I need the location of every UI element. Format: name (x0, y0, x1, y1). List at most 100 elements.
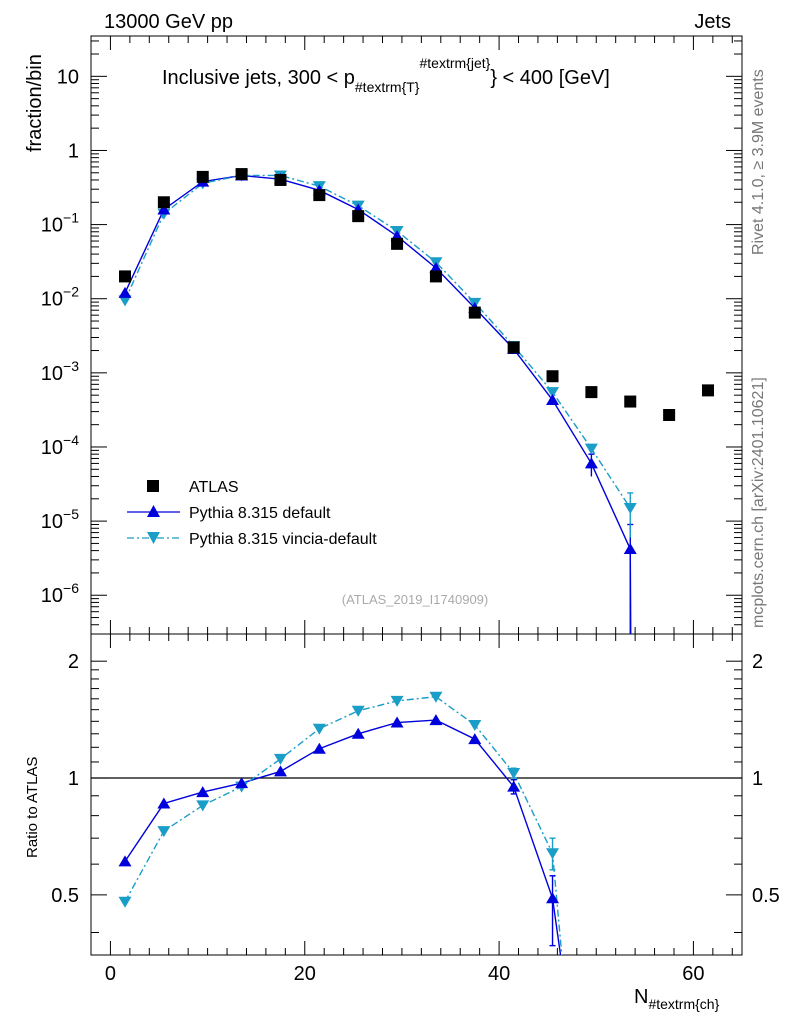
legend-default-label: Pythia 8.315 default (189, 505, 331, 522)
plot-title: Inclusive jets, 300 < p#textrm{T} #textrm… (162, 55, 610, 95)
data-point-pythia-vincia (584, 443, 598, 455)
plot-title-main: Inclusive jets, 300 < p (162, 67, 355, 89)
y-tick-label-ratio-right: 1 (752, 768, 763, 790)
ratio-point-pythia-default (312, 742, 326, 754)
plot-title-sup: #textrm{jet} (419, 55, 490, 71)
data-point-pythia-default (429, 261, 443, 273)
data-point-pythia-vincia (118, 295, 132, 307)
plot-title-tail: } < 400 [GeV] (490, 67, 610, 89)
legend-default-marker (147, 505, 160, 517)
legend: ATLAS Pythia 8.315 default Pythia 8.315 … (127, 479, 377, 548)
data-point-pythia-default (584, 457, 598, 469)
ratio-point-pythia-vincia (273, 753, 287, 765)
y-tick-label-main: 10 (57, 66, 79, 88)
ratio-panel-frame (90, 633, 743, 956)
y-tick-label-exponent: −4 (63, 432, 79, 448)
ratio-point-pythia-default (118, 855, 132, 867)
data-point-pythia-default (118, 286, 132, 298)
y-tick-label-ratio-left: 2 (68, 651, 79, 673)
data-point-atlas (663, 409, 676, 422)
data-point-pythia-vincia (546, 387, 560, 399)
ratio-point-pythia-default (546, 892, 560, 904)
y-tick-label-main: 10−2 (41, 284, 79, 311)
y-tick-label-main: 10−3 (41, 358, 79, 385)
x-axis-label-sub: #textrm{ch} (648, 996, 719, 1012)
x-tick-label: 40 (488, 963, 510, 985)
y-tick-label-exponent: −3 (63, 358, 79, 374)
y-tick-label-exponent: −2 (63, 284, 79, 300)
data-point-atlas (157, 196, 170, 209)
y-tick-label-base: 10 (41, 363, 63, 385)
ratio-point-pythia-vincia (351, 705, 365, 717)
ratio-point-pythia-vincia (546, 848, 560, 860)
y-tick-label-ratio-right: 2 (752, 651, 763, 673)
y-axis-label-main: fraction/bin (24, 54, 46, 152)
y-tick-label-main: 10−4 (41, 432, 79, 459)
legend-atlas-marker (147, 480, 159, 492)
header-energy: 13000 GeV pp (104, 11, 233, 33)
data-point-atlas (391, 237, 404, 250)
ratio-point-pythia-vincia (312, 723, 326, 735)
analysis-tag: (ATLAS_2019_I1740909) (342, 592, 488, 607)
ratio-point-pythia-default (351, 727, 365, 739)
plot-title-sub: #textrm{T} (355, 79, 420, 95)
data-point-atlas (468, 306, 481, 319)
ratio-point-pythia-default (273, 765, 287, 777)
y-tick-label-main: 10−1 (41, 210, 79, 237)
main-plot-data (118, 168, 714, 634)
legend-atlas-label: ATLAS (189, 479, 239, 496)
data-point-pythia-default (623, 543, 637, 555)
data-point-atlas (546, 370, 559, 383)
y-tick-label-main: 10−6 (41, 580, 79, 607)
ratio-point-pythia-vincia (390, 695, 404, 707)
ratio-point-pythia-vincia (468, 719, 482, 731)
data-point-atlas (313, 189, 326, 202)
y-tick-label-ratio-left: 1 (68, 768, 79, 790)
y-tick-label-ratio-right: 0.5 (752, 885, 780, 907)
ratio-point-pythia-default (507, 780, 521, 792)
rivet-label: Rivet 4.1.0, ≥ 3.9M events (750, 69, 767, 255)
data-point-atlas (624, 395, 637, 408)
header-process: Jets (694, 11, 731, 33)
ratio-point-pythia-vincia (118, 896, 132, 908)
x-tick-label: 60 (682, 963, 704, 985)
ratio-point-pythia-default (235, 777, 249, 789)
data-point-pythia-default (546, 394, 560, 406)
data-point-atlas (196, 170, 209, 183)
y-tick-label-base: 10 (41, 289, 63, 311)
data-point-atlas (235, 168, 248, 181)
ratio-point-pythia-default (468, 733, 482, 745)
ratio-point-pythia-default (390, 716, 404, 728)
y-tick-label-main: 1 (68, 140, 79, 162)
x-tick-label: 20 (294, 963, 316, 985)
data-point-atlas (585, 386, 598, 399)
ratio-point-pythia-vincia (157, 826, 171, 838)
ratio-point-pythia-default (196, 786, 210, 798)
data-point-pythia-vincia (623, 503, 637, 515)
y-tick-label-base: 10 (41, 437, 63, 459)
y-tick-label-base: 10 (41, 215, 63, 237)
ratio-point-pythia-default (429, 714, 443, 726)
x-tick-label: 0 (105, 963, 116, 985)
y-tick-label-ratio-left: 0.5 (51, 885, 79, 907)
data-point-atlas (701, 384, 714, 397)
y-tick-label-exponent: −5 (63, 506, 79, 522)
data-point-pythia-default (157, 203, 171, 215)
data-point-atlas (352, 210, 365, 223)
x-axis-label: N#textrm{ch} (634, 986, 720, 1012)
legend-vincia-marker (147, 532, 160, 544)
ratio-point-pythia-vincia (507, 768, 521, 780)
data-point-atlas (429, 270, 442, 283)
ratio-plot-data (91, 691, 742, 955)
y-tick-label-base: 10 (41, 511, 63, 533)
ratio-point-pythia-vincia (429, 691, 443, 703)
legend-vincia-label: Pythia 8.315 vincia-default (189, 531, 377, 548)
data-point-atlas (274, 173, 287, 186)
mcplots-label: mcplots.cern.ch [arXiv:2401.10621] (750, 377, 767, 628)
ratio-line-pythia-default (124, 719, 562, 955)
y-tick-label-base: 10 (41, 585, 63, 607)
y-tick-label-exponent: −6 (63, 580, 79, 596)
y-axis-label-ratio: Ratio to ATLAS (24, 757, 41, 858)
